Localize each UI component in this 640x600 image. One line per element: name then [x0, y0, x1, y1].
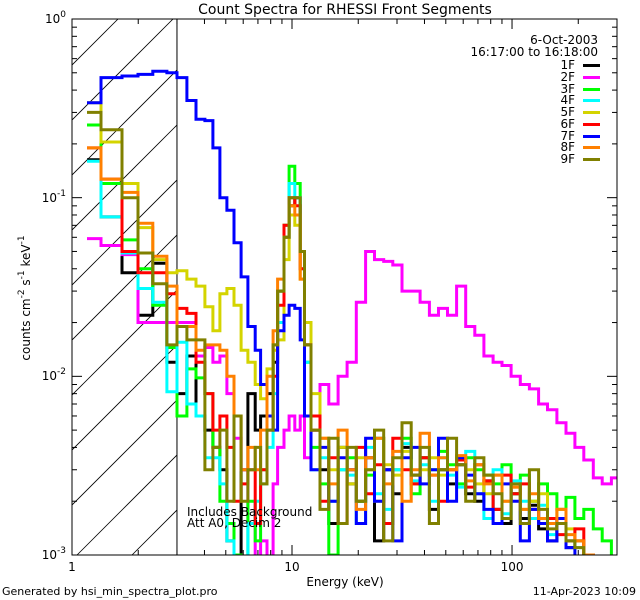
hatch-line [0, 0, 72, 555]
legend-swatch-5F [583, 111, 600, 114]
y-tick-exponent: 0 [60, 10, 66, 20]
y-tick-base: 10 [44, 12, 61, 26]
hatch-line [72, 399, 177, 506]
plot-frame [71, 18, 618, 556]
hatch-line [462, 0, 640, 555]
hatch-line [407, 0, 640, 555]
y-tick-label: 100 [45, 10, 66, 26]
footer-timestamp: 11-Apr-2023 10:09 [532, 585, 636, 598]
hatch-line [72, 234, 177, 341]
legend-swatch-9F [583, 158, 600, 161]
legend-label-5F: 5F [560, 105, 575, 119]
y-label-exponent: -1 [17, 270, 27, 280]
legend-swatch-3F [583, 87, 600, 91]
series-group [87, 69, 617, 555]
legend-label-6F: 6F [560, 116, 575, 131]
annotation-background: Includes Background [187, 505, 313, 519]
legend-swatch-6F [583, 122, 600, 126]
annotation-attenuator: Att A0, Decim 2 [187, 516, 282, 530]
y-tick-exponent: -1 [57, 188, 66, 199]
footer-generated-by: Generated by hsi_min_spectra_plot.pro [2, 585, 218, 598]
hatch-line [72, 179, 177, 286]
x-tick-label: 1 [68, 560, 76, 574]
legend-swatch-7F [583, 134, 600, 138]
legend-swatch-1F [583, 64, 600, 67]
legend-label-4F: 4F [560, 93, 575, 108]
legend-swatch-2F [583, 75, 600, 79]
legend-time-range: 16:17:00 to 16:18:00 [470, 45, 598, 59]
y-label-unit: s [19, 279, 33, 290]
legend-swatch-8F [583, 146, 600, 150]
y-label-exponent: -1 [17, 235, 27, 245]
hatch-line [517, 0, 640, 555]
hatch-line [572, 0, 640, 555]
x-tick-label: 10 [284, 560, 300, 574]
y-label-unit: counts cm [19, 298, 33, 361]
legend-label-7F: 7F [560, 128, 575, 143]
y-tick-label: 10-2 [42, 367, 66, 383]
legend-label-1F: 1F [560, 58, 575, 72]
hatch-line [72, 19, 119, 66]
x-axis-label: Energy (keV) [306, 575, 384, 589]
y-tick-base: 10 [41, 369, 58, 384]
y-axis-label: counts cm-2 s-1 keV-1 [17, 198, 33, 398]
series-line-9F [87, 110, 586, 555]
legend-swatch-4F [583, 99, 600, 103]
legend-label-3F: 3F [560, 81, 575, 96]
y-tick-base: 10 [41, 190, 58, 205]
hatch-line [72, 19, 174, 121]
hatch-line [72, 124, 177, 231]
y-label-exponent: -2 [17, 289, 27, 299]
hatch-line [627, 0, 640, 555]
y-tick-label: 10-3 [42, 546, 66, 562]
legend-date: 6-Oct-2003 [530, 33, 598, 47]
y-tick-label: 10-1 [42, 189, 66, 205]
hatch-line [76, 454, 177, 555]
y-label-unit: keV [19, 244, 33, 271]
x-tick-label: 100 [500, 560, 524, 574]
y-tick-base: 10 [41, 548, 58, 562]
legend-label-9F: 9F [560, 152, 575, 166]
legend-label-8F: 8F [560, 140, 575, 155]
hatch-line [352, 0, 640, 555]
y-tick-exponent: -2 [57, 367, 66, 378]
chart-title: Count Spectra for RHESSI Front Segments [198, 2, 492, 18]
legend-label-2F: 2F [560, 69, 575, 84]
y-tick-exponent: -3 [57, 546, 66, 556]
